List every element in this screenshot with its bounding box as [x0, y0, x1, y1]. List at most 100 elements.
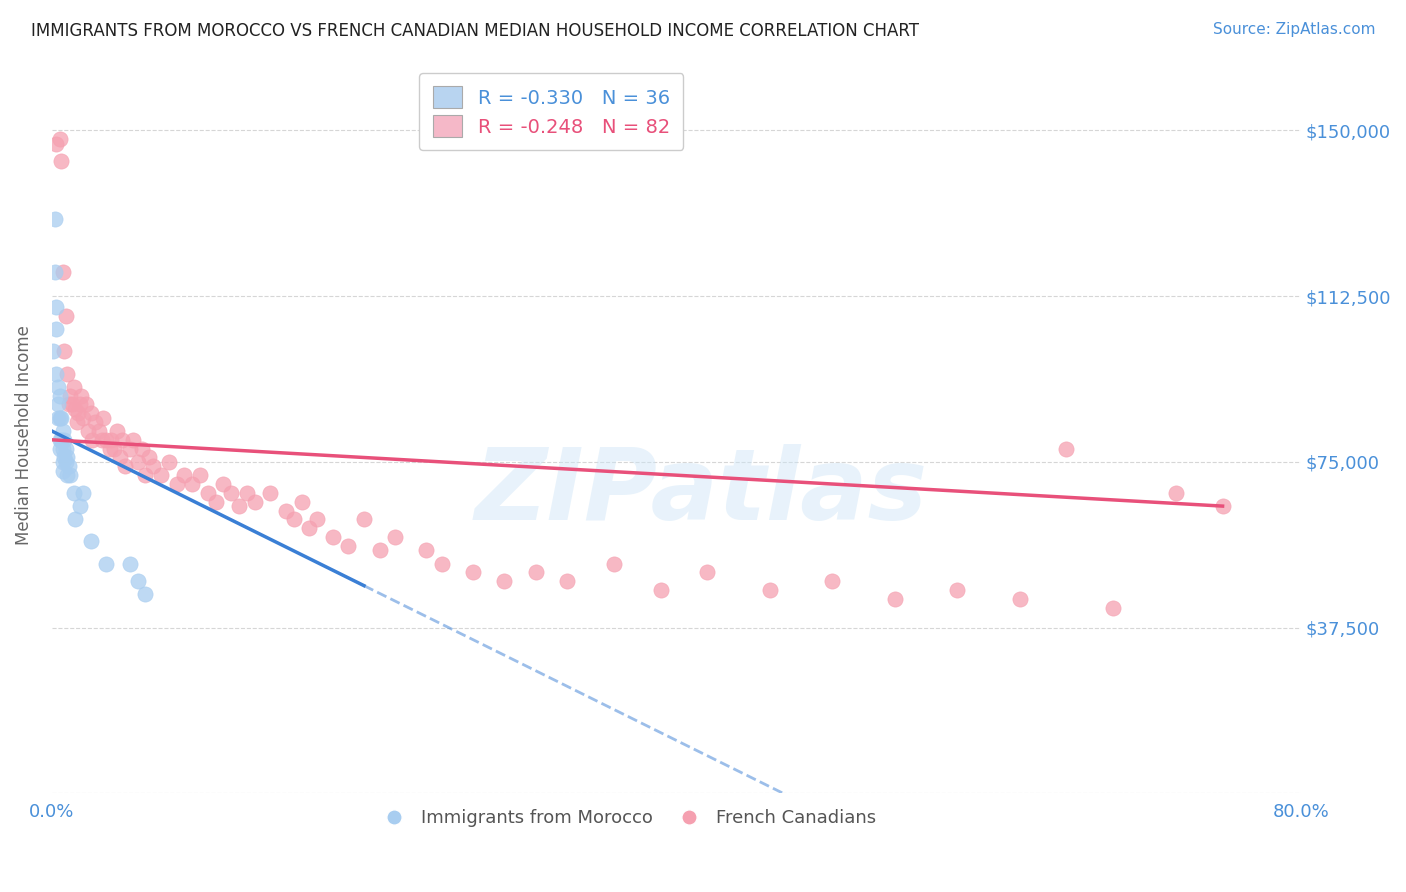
- Point: [91, 410, 114, 425]
- Point: [53, 433, 76, 447]
- Point: [368, 543, 391, 558]
- Point: [52, 265, 75, 279]
- Point: [1056, 442, 1078, 456]
- Point: [821, 574, 844, 589]
- Point: [96, 557, 118, 571]
- Point: [45, 367, 67, 381]
- Point: [67, 406, 90, 420]
- Point: [134, 587, 156, 601]
- Point: [46, 397, 69, 411]
- Point: [56, 450, 79, 465]
- Point: [298, 521, 321, 535]
- Point: [96, 433, 118, 447]
- Point: [883, 591, 905, 606]
- Point: [212, 477, 235, 491]
- Point: [173, 468, 195, 483]
- Point: [45, 136, 67, 151]
- Point: [42, 344, 65, 359]
- Point: [122, 433, 145, 447]
- Point: [259, 486, 281, 500]
- Point: [66, 415, 89, 429]
- Point: [127, 455, 149, 469]
- Point: [55, 309, 77, 323]
- Point: [134, 468, 156, 483]
- Point: [82, 433, 104, 447]
- Point: [696, 566, 718, 580]
- Point: [353, 512, 375, 526]
- Point: [49, 410, 72, 425]
- Point: [44, 265, 66, 279]
- Point: [87, 424, 110, 438]
- Point: [45, 322, 67, 336]
- Point: [103, 442, 125, 456]
- Point: [243, 494, 266, 508]
- Point: [76, 424, 98, 438]
- Point: [118, 557, 141, 571]
- Point: [759, 583, 782, 598]
- Point: [166, 477, 188, 491]
- Point: [555, 574, 578, 589]
- Text: Source: ZipAtlas.com: Source: ZipAtlas.com: [1212, 22, 1375, 37]
- Point: [415, 543, 437, 558]
- Point: [46, 380, 69, 394]
- Point: [49, 433, 72, 447]
- Legend: Immigrants from Morocco, French Canadians: Immigrants from Morocco, French Canadian…: [368, 802, 883, 834]
- Point: [100, 433, 122, 447]
- Point: [53, 450, 76, 465]
- Point: [63, 401, 86, 416]
- Point: [307, 512, 329, 526]
- Point: [44, 211, 66, 226]
- Point: [274, 503, 297, 517]
- Point: [52, 464, 75, 478]
- Point: [55, 442, 77, 456]
- Point: [55, 455, 77, 469]
- Point: [48, 410, 70, 425]
- Point: [58, 397, 80, 411]
- Text: IMMIGRANTS FROM MOROCCO VS FRENCH CANADIAN MEDIAN HOUSEHOLD INCOME CORRELATION C: IMMIGRANTS FROM MOROCCO VS FRENCH CANADI…: [31, 22, 920, 40]
- Point: [283, 512, 305, 526]
- Point: [236, 486, 259, 500]
- Point: [337, 539, 360, 553]
- Point: [157, 455, 180, 469]
- Point: [53, 344, 76, 359]
- Point: [56, 367, 79, 381]
- Point: [290, 494, 312, 508]
- Point: [59, 389, 82, 403]
- Point: [197, 486, 219, 500]
- Point: [72, 486, 94, 500]
- Point: [1212, 499, 1234, 513]
- Point: [150, 468, 173, 483]
- Point: [62, 380, 84, 394]
- Point: [75, 397, 97, 411]
- Point: [524, 566, 547, 580]
- Point: [384, 530, 406, 544]
- Point: [127, 574, 149, 589]
- Point: [228, 499, 250, 513]
- Point: [58, 459, 80, 474]
- Point: [80, 534, 103, 549]
- Point: [204, 494, 226, 508]
- Point: [52, 424, 75, 438]
- Point: [48, 442, 70, 456]
- Point: [90, 433, 112, 447]
- Point: [188, 468, 211, 483]
- Point: [60, 397, 83, 411]
- Point: [48, 389, 70, 403]
- Point: [1102, 600, 1125, 615]
- Point: [105, 424, 128, 438]
- Point: [1164, 486, 1187, 500]
- Point: [80, 406, 103, 420]
- Point: [63, 512, 86, 526]
- Point: [59, 468, 82, 483]
- Point: [48, 433, 70, 447]
- Point: [494, 574, 516, 589]
- Point: [84, 415, 107, 429]
- Point: [463, 566, 485, 580]
- Point: [72, 410, 94, 425]
- Point: [430, 557, 453, 571]
- Point: [48, 132, 70, 146]
- Point: [98, 442, 121, 456]
- Point: [46, 410, 69, 425]
- Point: [45, 300, 67, 314]
- Point: [52, 455, 75, 469]
